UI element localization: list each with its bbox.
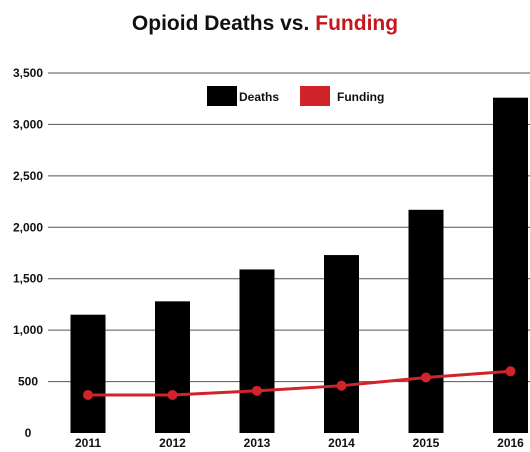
deaths-bars bbox=[70, 97, 528, 433]
legend-swatch-funding bbox=[300, 86, 330, 106]
x-axis-ticks: 2011 2012 2013 2014 2015 2016 bbox=[75, 436, 524, 450]
bar-deaths bbox=[493, 97, 528, 433]
y-tick-label: 3,500 bbox=[13, 66, 43, 80]
point-funding bbox=[336, 380, 347, 391]
funding-line bbox=[83, 366, 516, 400]
bar-deaths bbox=[70, 314, 106, 433]
y-tick-label: 2,500 bbox=[13, 169, 43, 183]
x-tick-label: 2011 bbox=[75, 436, 101, 450]
x-tick-label: 2014 bbox=[328, 436, 355, 450]
point-funding bbox=[252, 385, 262, 396]
grid-lines bbox=[48, 72, 530, 383]
legend: Deaths Funding bbox=[207, 86, 384, 106]
legend-swatch-deaths bbox=[207, 86, 237, 106]
y-tick-label: 1,000 bbox=[13, 323, 43, 337]
chart-title-part1: Opioid Deaths vs. bbox=[132, 12, 309, 35]
chart-title: Opioid Deaths vs. Funding bbox=[132, 12, 398, 35]
bar-deaths bbox=[155, 301, 190, 433]
point-funding bbox=[83, 389, 93, 400]
bar-deaths bbox=[239, 269, 275, 433]
chart-title-part2: Funding bbox=[315, 12, 398, 35]
point-funding bbox=[167, 389, 178, 400]
bar-deaths bbox=[324, 255, 359, 433]
y-tick-label: 2,000 bbox=[13, 220, 43, 234]
point-funding bbox=[421, 372, 431, 383]
point-funding bbox=[505, 366, 516, 377]
x-tick-label: 2015 bbox=[413, 436, 440, 450]
y-tick-label: 500 bbox=[18, 375, 38, 389]
y-axis-ticks: 0 500 1,000 1,500 2,000 2,500 3,000 3,500 bbox=[13, 66, 43, 440]
legend-label-deaths: Deaths bbox=[239, 90, 279, 104]
x-tick-label: 2016 bbox=[497, 436, 524, 450]
y-tick-label: 1,500 bbox=[13, 272, 43, 286]
y-tick-label: 0 bbox=[25, 426, 32, 440]
x-tick-label: 2012 bbox=[159, 436, 186, 450]
legend-label-funding: Funding bbox=[337, 90, 384, 104]
bar-deaths bbox=[408, 209, 444, 433]
x-tick-label: 2013 bbox=[244, 436, 271, 450]
line-funding bbox=[88, 369, 511, 397]
y-tick-label: 3,000 bbox=[13, 117, 43, 131]
